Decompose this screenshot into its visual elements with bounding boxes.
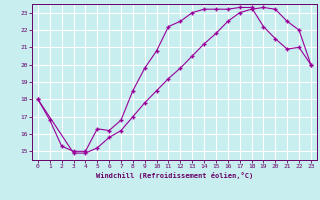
X-axis label: Windchill (Refroidissement éolien,°C): Windchill (Refroidissement éolien,°C) bbox=[96, 172, 253, 179]
